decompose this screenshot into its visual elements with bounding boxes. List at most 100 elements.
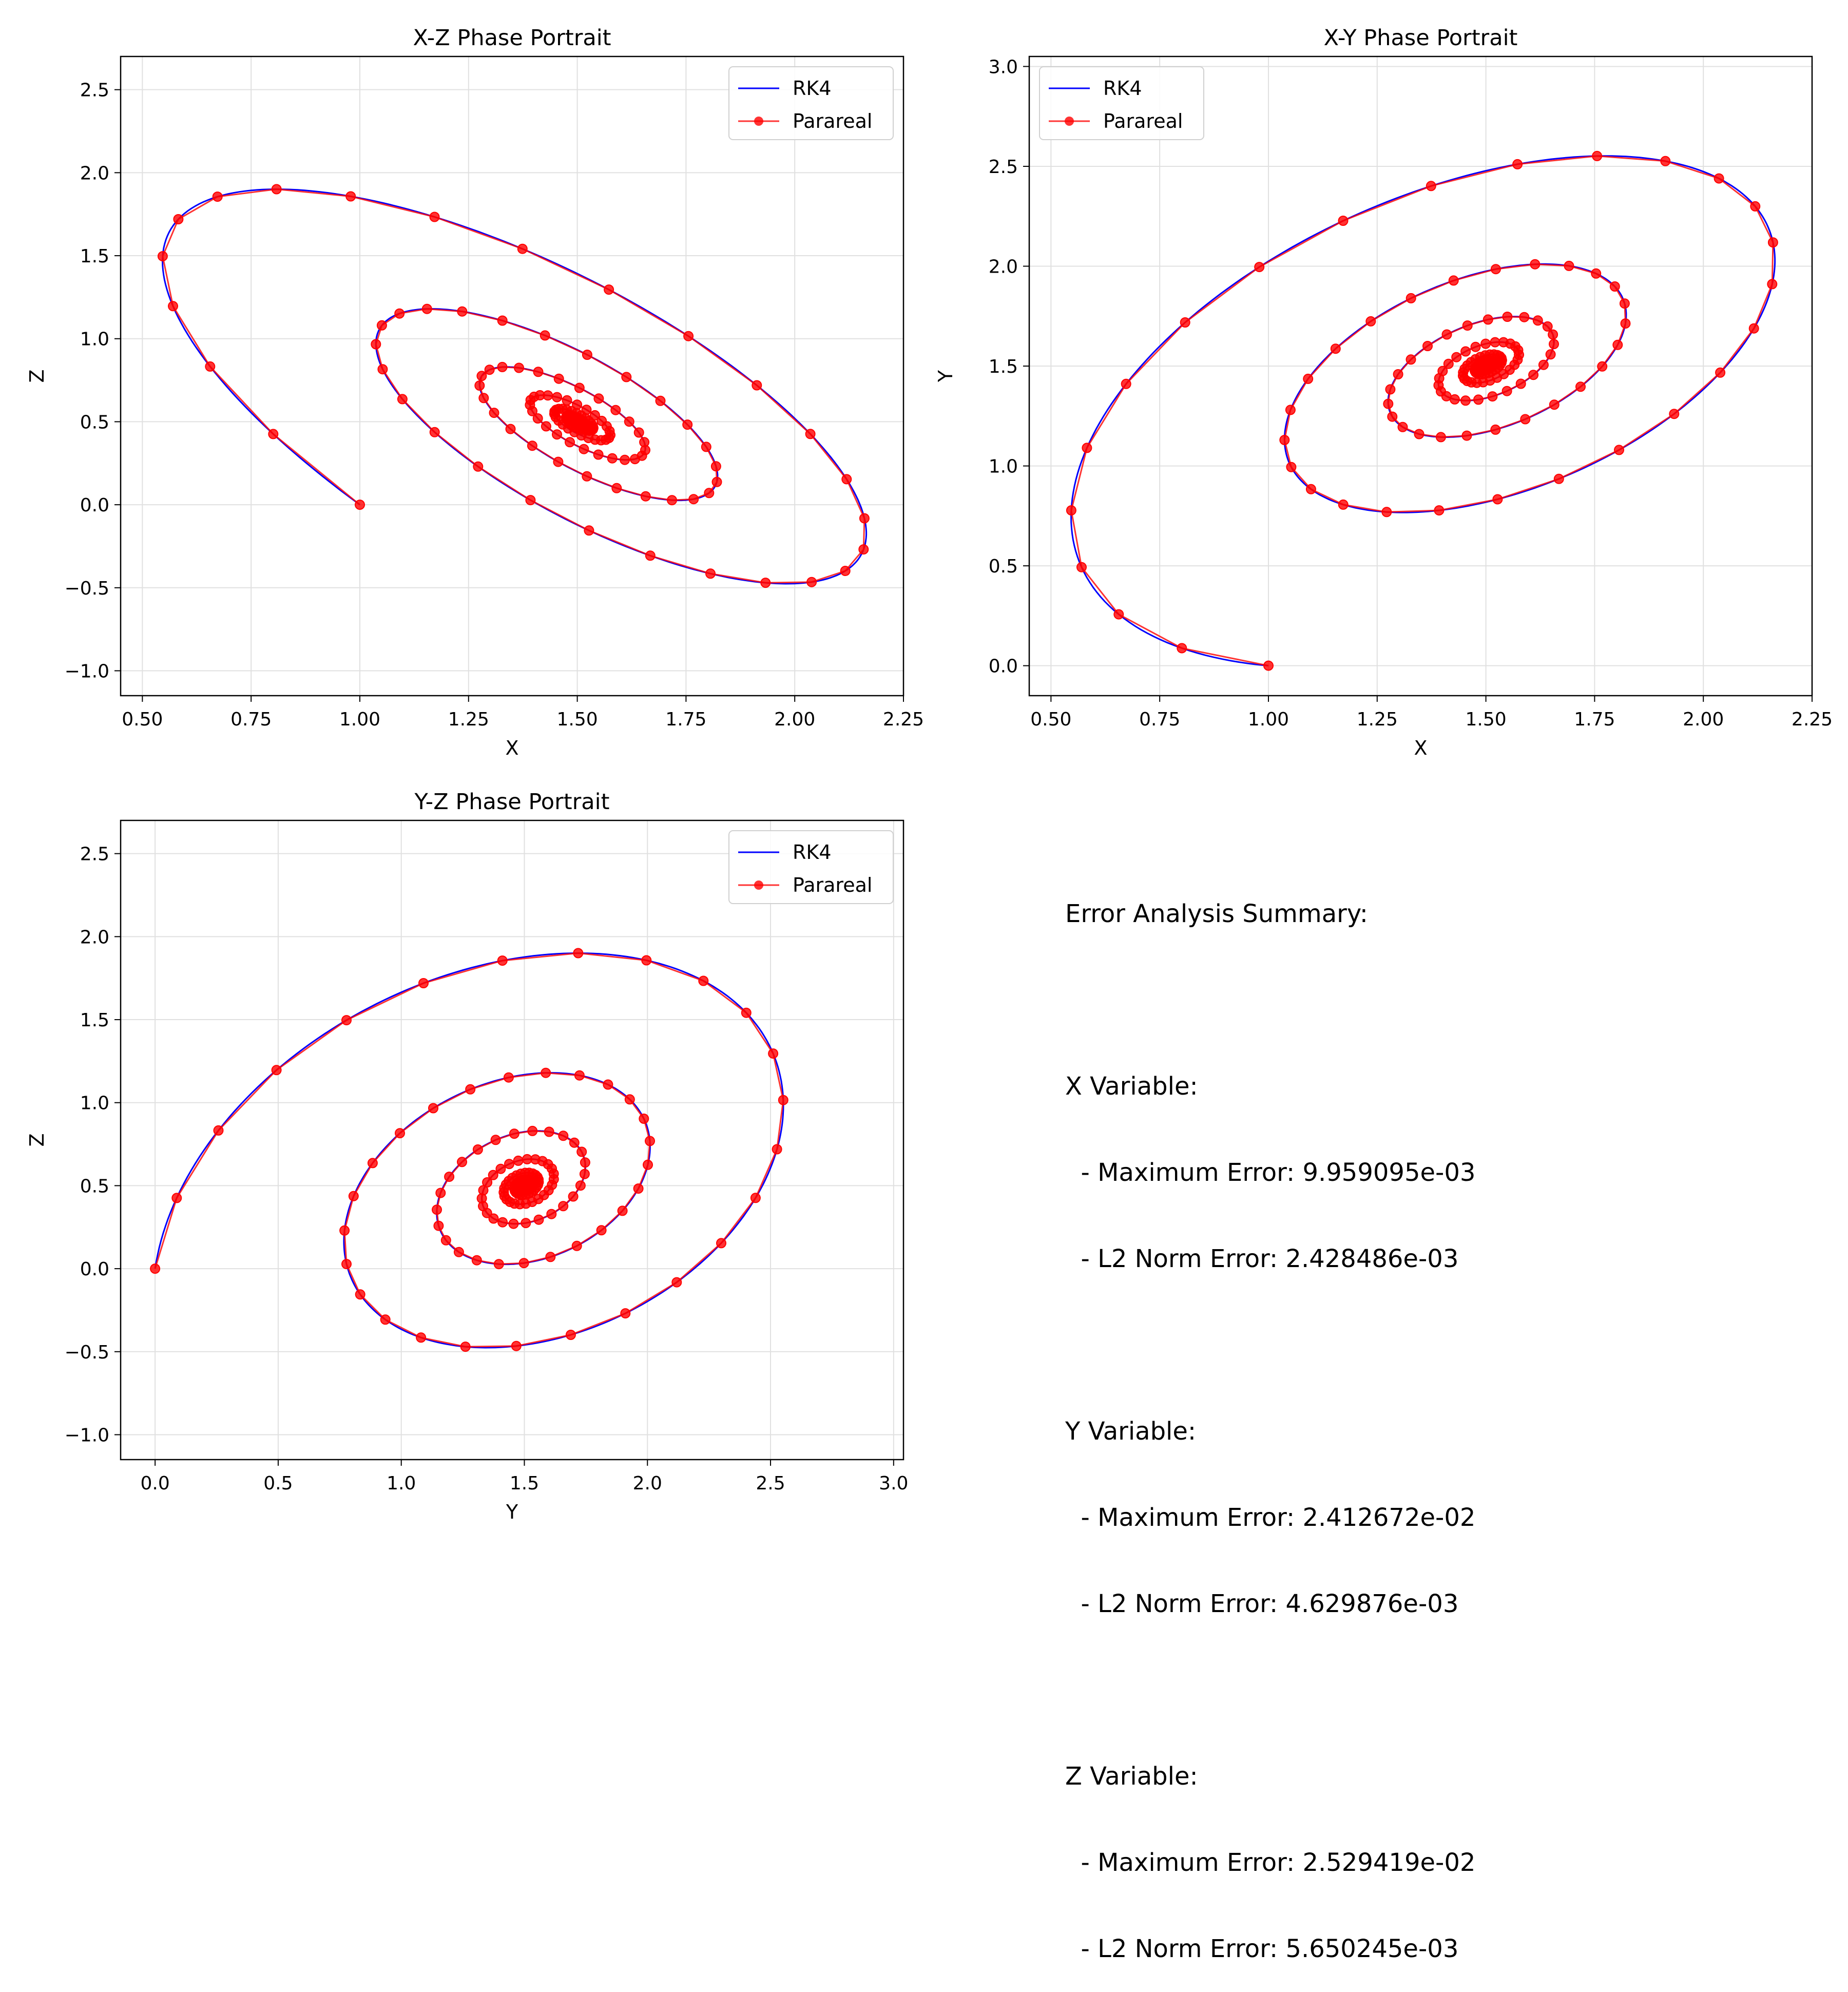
parareal-point (750, 1193, 761, 1203)
x-tick-label: 1.25 (1357, 709, 1398, 730)
parareal-point (1515, 378, 1526, 389)
x-tick-label: 1.75 (1574, 709, 1615, 730)
parareal-point (573, 948, 584, 959)
parareal-point (1492, 494, 1503, 505)
y-tick-label: 0.5 (80, 1176, 109, 1197)
parareal-point (348, 1191, 359, 1201)
parareal-point (568, 1191, 579, 1202)
parareal-point (553, 456, 564, 467)
parareal-point (1553, 473, 1564, 484)
x-tick-label: 0.50 (122, 709, 163, 730)
parareal-point (1448, 275, 1459, 286)
parareal-point (621, 372, 632, 382)
parareal-point (1512, 159, 1523, 169)
parareal-point (565, 1330, 576, 1340)
parareal-point (552, 429, 562, 440)
summary-y-max: - Maximum Error: 2.412672e-02 (1065, 1503, 1476, 1532)
parareal-point (603, 1079, 613, 1090)
parareal-point (440, 1235, 451, 1246)
series-parareal-line (1070, 155, 1774, 667)
parareal-point (433, 1220, 444, 1231)
parareal-point (582, 471, 592, 482)
parareal-point (1473, 394, 1484, 405)
y-tick-label: 0.5 (80, 412, 109, 433)
y-tick-label: 0.0 (80, 1259, 109, 1280)
parareal-point (1483, 314, 1493, 325)
parareal-point (493, 1259, 504, 1270)
parareal-point (497, 1217, 508, 1228)
summary-z-heading: Z Variable: (1065, 1762, 1198, 1791)
x-tick-label: 0.75 (230, 709, 272, 730)
parareal-point (584, 525, 594, 536)
parareal-point (1748, 323, 1759, 334)
summary-z-l2: - L2 Norm Error: 5.650245e-03 (1065, 1934, 1459, 1963)
parareal-point (1549, 339, 1559, 350)
parareal-point (1614, 445, 1624, 455)
x-tick-label: 1.5 (510, 1473, 539, 1494)
parareal-point (345, 191, 356, 202)
parareal-point (1767, 279, 1778, 290)
legend-label: RK4 (793, 77, 832, 100)
summary-x-max: - Maximum Error: 9.959095e-03 (1065, 1158, 1476, 1187)
parareal-point (505, 424, 516, 434)
parareal-point (511, 1340, 522, 1351)
legend-marker (754, 880, 763, 890)
parareal-point (1575, 381, 1586, 392)
x-tick-label: 1.0 (387, 1473, 416, 1494)
parareal-point (490, 1135, 501, 1145)
y-tick-label: 1.0 (80, 1093, 109, 1114)
parareal-point (840, 566, 851, 576)
legend-label: Parareal (1103, 110, 1183, 132)
parareal-point (565, 437, 575, 448)
parareal-point (1303, 373, 1314, 384)
parareal-point (1393, 369, 1403, 379)
parareal-point (1460, 346, 1471, 357)
x-tick-label: 2.0 (633, 1473, 662, 1494)
parareal-point (1338, 499, 1349, 510)
y-axis-label: Z (26, 369, 48, 382)
parareal-point (1082, 443, 1092, 453)
parareal-point (1612, 339, 1623, 350)
parareal-point (683, 331, 694, 341)
parareal-point (1767, 237, 1778, 248)
summary-x-heading: X Variable: (1065, 1072, 1198, 1101)
parareal-point (593, 393, 604, 404)
parareal-point (271, 184, 282, 195)
parareal-point (460, 1342, 471, 1352)
parareal-point (558, 1201, 569, 1212)
parareal-point (1609, 281, 1620, 292)
parareal-point (476, 371, 487, 381)
parareal-point (704, 488, 715, 499)
parareal-point (806, 577, 817, 587)
parareal-point (1437, 366, 1448, 376)
parareal-point (805, 429, 816, 439)
parareal-point (1660, 156, 1671, 166)
series-rk4-line (1070, 155, 1776, 667)
legend-label: Parareal (793, 874, 872, 896)
parareal-point (620, 454, 630, 465)
parareal-point (778, 1095, 788, 1105)
legend: RK4 Parareal (1039, 66, 1204, 140)
parareal-point (624, 1094, 635, 1105)
chart-panel-1: 0.50 0.75 1.00 1.25 1.50 1.75 2.00 2.25 −1.0 −0.5… (26, 25, 924, 759)
parareal-point (575, 1180, 586, 1191)
parareal-point (1519, 312, 1530, 322)
parareal-point (571, 1240, 582, 1251)
parareal-point (546, 1209, 557, 1219)
parareal-point (212, 191, 223, 202)
parareal-point (1426, 181, 1436, 191)
parareal-point (1542, 321, 1553, 332)
parareal-point (341, 1015, 352, 1026)
parareal-point (576, 1146, 587, 1157)
parareal-point (457, 1157, 467, 1167)
parareal-point (544, 1126, 554, 1137)
parareal-point (488, 1213, 499, 1224)
parareal-point (645, 1136, 655, 1146)
parareal-point (582, 350, 592, 360)
parareal-point (1461, 430, 1472, 441)
x-tick-label: 3.0 (879, 1473, 908, 1494)
parareal-point (1462, 320, 1473, 331)
legend-marker (1065, 117, 1074, 126)
parareal-point (1750, 201, 1761, 212)
y-tick-label: 2.0 (989, 257, 1018, 278)
